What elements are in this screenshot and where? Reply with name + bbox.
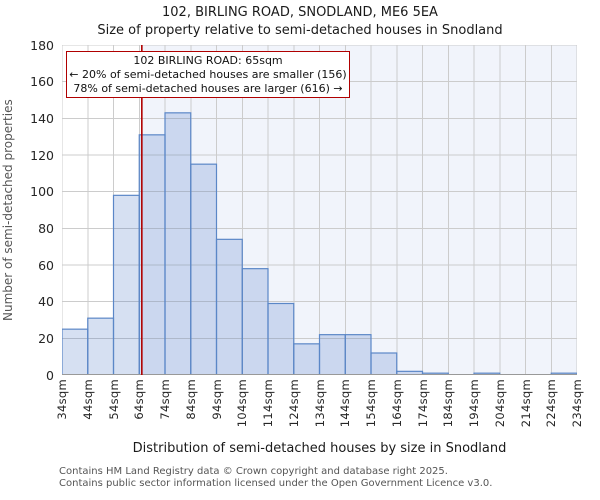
- annotation-line-2: ← 20% of semi-detached houses are smalle…: [69, 67, 347, 81]
- x-tick-label: 84sqm: [183, 379, 198, 420]
- y-tick-label: 80: [38, 220, 54, 236]
- y-tick-label: 0: [46, 367, 54, 383]
- y-tick-label: 40: [38, 294, 54, 310]
- y-axis-label: Number of semi-detached properties: [1, 99, 15, 321]
- chart-subtitle: Size of property relative to semi-detach…: [97, 23, 503, 38]
- x-tick-label: 234sqm: [570, 379, 584, 428]
- y-tick-label: 140: [30, 110, 54, 126]
- y-tick-label: 100: [30, 184, 54, 200]
- x-tick-label: 94sqm: [209, 379, 224, 420]
- histogram-bar: [370, 352, 398, 375]
- x-tick-label: 74sqm: [158, 379, 172, 420]
- x-tick-label: 194sqm: [467, 379, 481, 428]
- histogram-bar: [190, 163, 218, 375]
- histogram-bar: [87, 317, 115, 375]
- x-tick-label: 174sqm: [415, 379, 430, 428]
- x-tick-label: 114sqm: [261, 379, 275, 428]
- plot-area: [62, 45, 577, 375]
- y-tick-label: 60: [38, 257, 54, 273]
- chart-title: 102, BIRLING ROAD, SNODLAND, ME6 5EA: [162, 5, 438, 20]
- larger-than-marker-region: [141, 45, 577, 375]
- x-tick-label: 134sqm: [312, 379, 327, 428]
- histogram-bar: [164, 112, 192, 375]
- histogram-bar: [215, 238, 243, 375]
- x-tick-label: 44sqm: [80, 379, 95, 420]
- x-tick-label: 64sqm: [132, 379, 147, 420]
- histogram-bar: [62, 328, 89, 375]
- annotation-line-1: 102 BIRLING ROAD: 65sqm: [133, 54, 283, 67]
- x-tick-label: 164sqm: [389, 379, 404, 428]
- x-tick-label: 154sqm: [364, 379, 378, 428]
- footer-line-1: Contains HM Land Registry data © Crown c…: [59, 466, 448, 477]
- x-tick-label: 224sqm: [544, 379, 559, 428]
- histogram-bar: [318, 334, 346, 375]
- x-tick-label: 34sqm: [55, 379, 69, 420]
- x-tick-label: 214sqm: [518, 379, 533, 428]
- x-tick-label: 54sqm: [106, 379, 121, 420]
- marker-annotation-box: 102 BIRLING ROAD: 65sqm ← 20% of semi-de…: [66, 51, 350, 99]
- attribution-footer: Contains HM Land Registry data © Crown c…: [59, 466, 599, 489]
- x-tick-label: 144sqm: [338, 379, 353, 428]
- x-tick-label: 124sqm: [286, 379, 301, 428]
- annotation-line-3: 78% of semi-detached houses are larger (…: [73, 81, 343, 95]
- y-tick-label: 160: [30, 74, 54, 90]
- footer-line-2: Contains public sector information licen…: [59, 477, 493, 489]
- histogram-bar: [241, 268, 269, 375]
- x-tick-label: 104sqm: [235, 379, 250, 428]
- y-tick-label: 180: [30, 37, 54, 53]
- histogram-bar: [267, 302, 295, 375]
- y-tick-label: 120: [30, 147, 54, 163]
- histogram-bar: [112, 194, 140, 375]
- histogram-bar: [344, 334, 372, 375]
- y-tick-label: 20: [38, 330, 54, 346]
- histogram-bar: [138, 134, 166, 375]
- histogram-bar: [293, 343, 321, 375]
- x-tick-label: 184sqm: [441, 379, 456, 428]
- x-tick-label: 204sqm: [492, 379, 507, 428]
- x-axis-label: Distribution of semi-detached houses by …: [132, 441, 507, 456]
